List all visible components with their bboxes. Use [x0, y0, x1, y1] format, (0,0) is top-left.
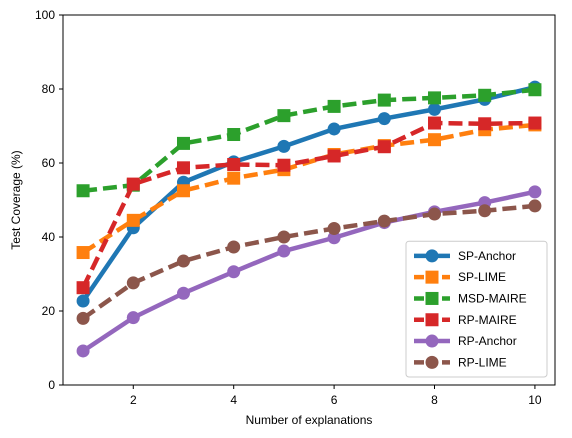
data-point — [277, 109, 291, 123]
series-rp-lime — [76, 199, 542, 325]
data-point — [76, 294, 90, 308]
legend: SP-Anchor SP-LIME MSD-MAIRE RP-MAIRE RP-Anch… — [405, 240, 548, 378]
x-axis-label: Number of explanations — [246, 413, 373, 427]
data-point — [428, 102, 442, 116]
series-line-rp-maire — [81, 120, 535, 289]
legend-marker — [425, 249, 439, 263]
legend-marker — [425, 291, 439, 305]
data-point — [126, 213, 140, 227]
series-rp-maire — [76, 116, 542, 295]
data-point — [176, 286, 190, 300]
legend-marker — [425, 355, 439, 369]
data-point — [277, 244, 291, 258]
y-tick-label: 0 — [48, 378, 55, 392]
data-point — [277, 158, 291, 172]
x-tick-label: 10 — [528, 393, 542, 407]
y-tick-label: 60 — [42, 156, 56, 170]
data-point — [528, 116, 542, 130]
data-point — [76, 281, 90, 295]
data-point — [327, 99, 341, 113]
data-point — [377, 140, 391, 154]
data-point — [528, 199, 542, 213]
legend-item-rp-anchor: RP-Anchor — [414, 334, 517, 348]
data-point — [327, 221, 341, 235]
data-point — [227, 128, 241, 142]
data-point — [76, 311, 90, 325]
legend-item-rp-maire: RP-MAIRE — [414, 313, 517, 327]
y-tick-label: 80 — [42, 82, 56, 96]
y-axis-label: Test Coverage (%) — [9, 150, 23, 249]
series-line-msd-maire — [82, 87, 536, 193]
legend-label: RP-LIME — [458, 355, 507, 369]
legend-label: RP-Anchor — [458, 334, 517, 348]
data-point — [126, 177, 140, 191]
data-point — [428, 207, 442, 221]
y-tick-label: 40 — [42, 230, 56, 244]
data-point — [176, 254, 190, 268]
data-point — [176, 184, 190, 198]
data-point — [377, 93, 391, 107]
data-point — [478, 204, 492, 218]
data-point — [126, 276, 140, 290]
legend-marker — [425, 313, 439, 327]
data-point — [277, 230, 291, 244]
data-point — [76, 246, 90, 260]
data-point — [428, 116, 442, 130]
y-tick-label: 100 — [35, 8, 55, 22]
legend-label: RP-MAIRE — [458, 313, 517, 327]
data-point — [227, 171, 241, 185]
data-point — [176, 161, 190, 175]
data-point — [277, 139, 291, 153]
legend-marker — [425, 270, 439, 284]
x-tick-label: 8 — [431, 393, 438, 407]
data-point — [126, 311, 140, 325]
data-point — [227, 240, 241, 254]
series-layer — [76, 80, 542, 358]
data-point — [528, 185, 542, 199]
plot-frame — [62, 14, 556, 386]
data-point — [327, 231, 341, 245]
legend-label: MSD-MAIRE — [458, 291, 527, 305]
legend-label: SP-LIME — [458, 270, 506, 284]
data-point — [428, 91, 442, 105]
legend-item-sp-anchor: SP-Anchor — [414, 249, 516, 263]
legend-item-msd-maire: MSD-MAIRE — [414, 291, 527, 305]
data-point — [478, 117, 492, 131]
data-point — [76, 344, 90, 358]
data-point — [377, 214, 391, 228]
x-tick-label: 6 — [331, 393, 338, 407]
data-point — [227, 265, 241, 279]
legend-label: SP-Anchor — [458, 249, 516, 263]
legend-item-sp-lime: SP-LIME — [414, 270, 506, 284]
data-point — [227, 157, 241, 171]
data-point — [327, 122, 341, 136]
data-point — [528, 83, 542, 97]
data-point — [327, 149, 341, 163]
x-tick-label: 2 — [130, 393, 137, 407]
x-tick-label: 4 — [230, 393, 237, 407]
data-point — [76, 184, 90, 198]
data-point — [377, 112, 391, 126]
legend-marker — [425, 334, 439, 348]
data-point — [176, 136, 190, 150]
data-point — [478, 88, 492, 102]
series-line-rp-lime — [81, 203, 536, 321]
legend-item-rp-lime: RP-LIME — [414, 355, 507, 369]
data-point — [428, 133, 442, 147]
y-tick-label: 20 — [42, 304, 56, 318]
series-line-rp-anchor — [81, 189, 536, 353]
